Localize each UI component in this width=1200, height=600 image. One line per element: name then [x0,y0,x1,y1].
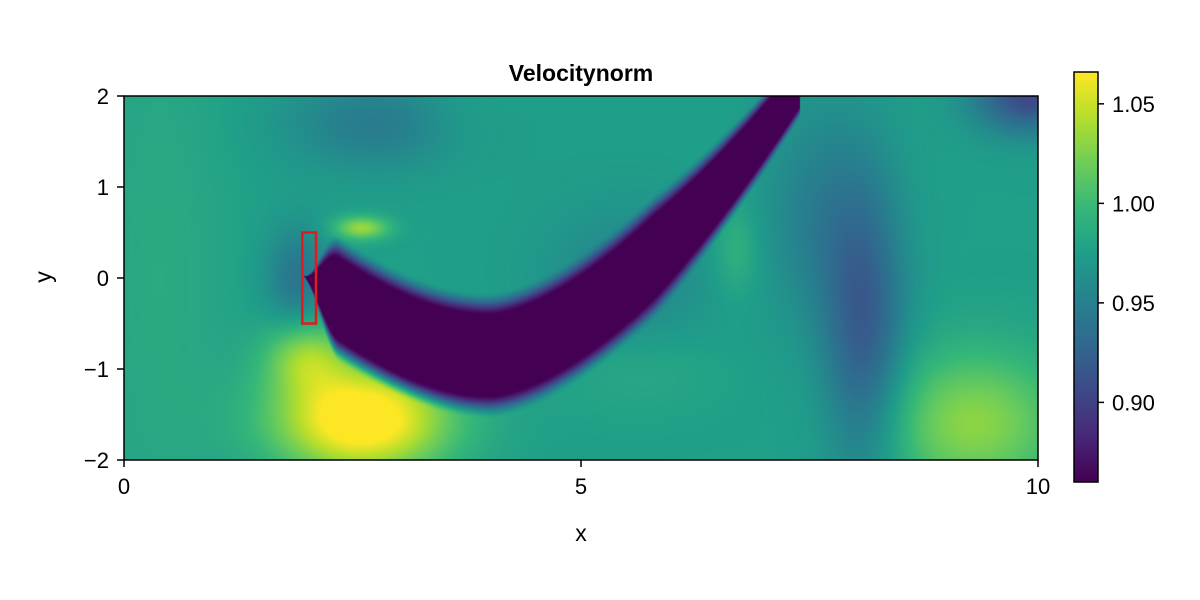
heatmap-field [124,96,1038,460]
x-tick-label: 10 [1026,474,1050,499]
chart-title: Velocitynorm [509,60,653,86]
y-tick-label: −2 [84,448,109,473]
obstacle-rectangle [300,231,318,325]
x-tick-label: 0 [118,474,130,499]
x-tick-label: 5 [575,474,587,499]
x-axis-label: x [575,520,587,546]
colorbar-gradient [1074,72,1098,482]
y-axis-label: y [30,271,56,283]
colorbar-tick-label: 0.90 [1112,390,1155,415]
y-tick-label: 0 [97,266,109,291]
colorbar-tick-label: 0.95 [1112,291,1155,316]
colorbar-ticks: 0.90 0.95 1.00 1.05 [1098,92,1155,415]
y-tick-label: 1 [97,175,109,200]
y-tick-label: −1 [84,357,109,382]
colorbar-tick-label: 1.00 [1112,191,1155,216]
plot-area [123,95,1039,461]
colorbar-frame [1073,71,1099,483]
x-axis: 0 5 10 [118,460,1050,499]
colorbar: 0.90 0.95 1.00 1.05 [1073,71,1155,483]
colorbar-tick-label: 1.05 [1112,92,1155,117]
y-tick-label: 2 [97,84,109,109]
y-axis: −2 −1 0 1 2 [84,84,124,473]
